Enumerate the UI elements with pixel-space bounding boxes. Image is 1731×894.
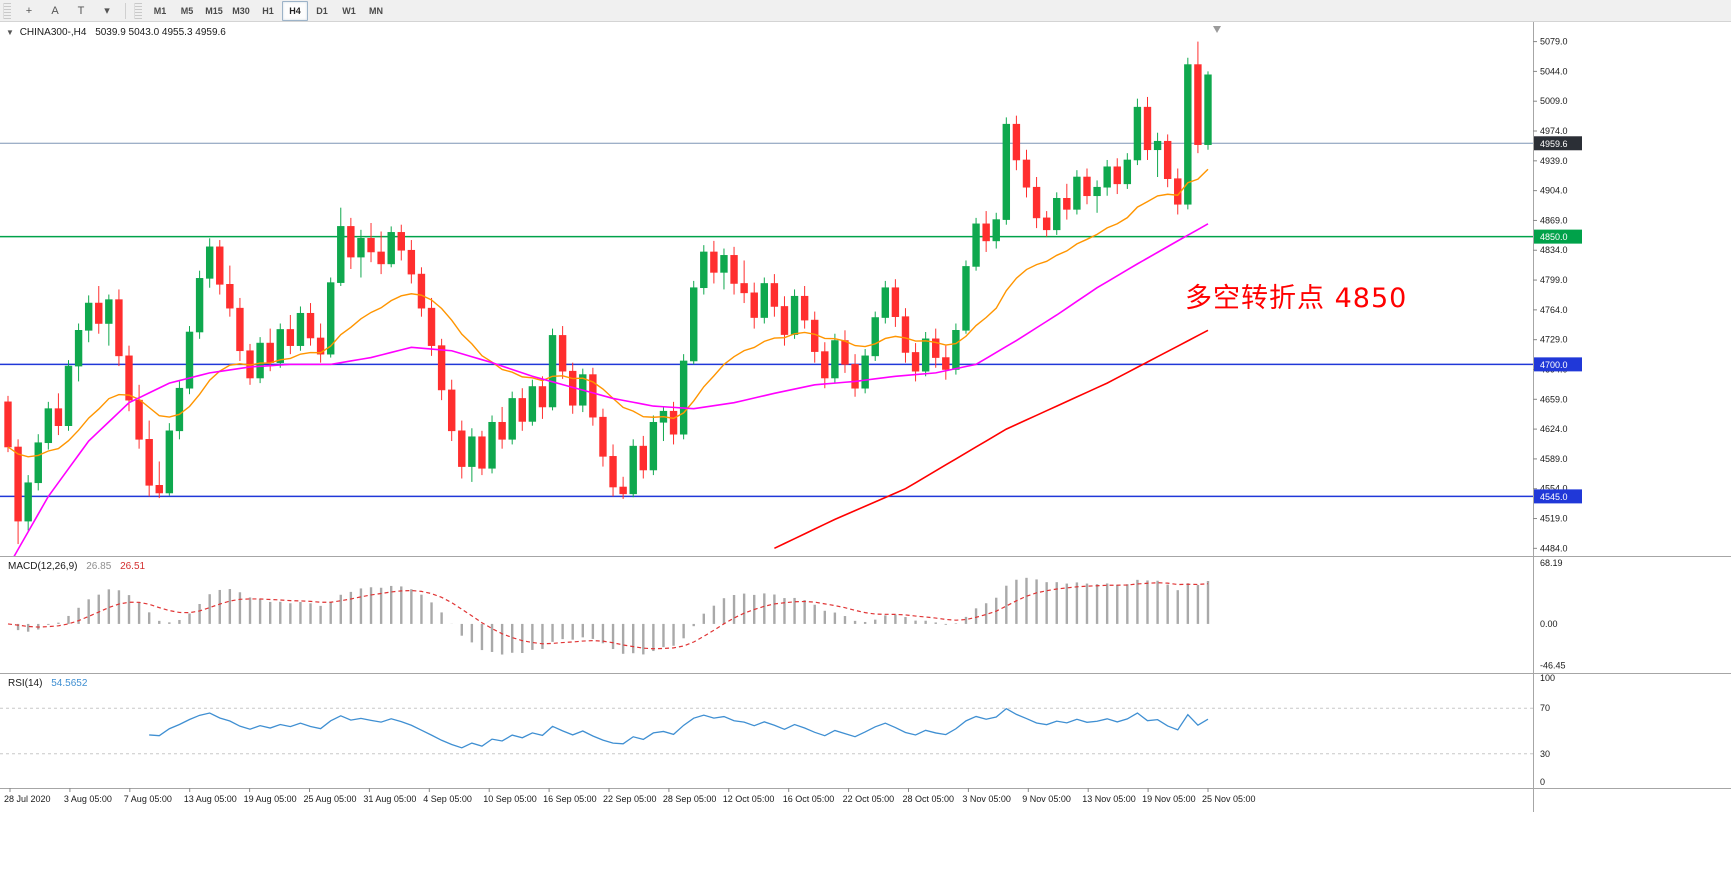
rsi-line (149, 707, 1209, 749)
time-axis-label: 28 Sep 05:00 (663, 794, 717, 804)
rsi-axis-label: 100 (1540, 673, 1555, 683)
price-axis-label: 4659.0 (1540, 394, 1568, 404)
current-price-badge-text: 4959.6 (1540, 139, 1568, 149)
price-axis-label: 4484.0 (1540, 543, 1568, 553)
time-axis-label: 10 Sep 05:00 (483, 794, 537, 804)
price-axis-label: 4554.0 (1540, 484, 1568, 494)
price-axis-label: 4729.0 (1540, 335, 1568, 345)
timeframe-button-m5[interactable]: M5 (180, 5, 194, 16)
price-axis-label: 4624.0 (1540, 424, 1568, 434)
time-axis-label: 13 Aug 05:00 (184, 794, 237, 804)
timeframe-button-mn[interactable]: MN (369, 5, 383, 16)
time-axis-label: 25 Nov 05:00 (1202, 794, 1256, 804)
candlesticks (4, 41, 1212, 545)
text-annotation-tool[interactable]: A (51, 4, 59, 17)
price-axis[interactable]: 5079.0 5044.0 5009.0 4974.0 4939.0 4904.0 4869… (1533, 37, 1582, 787)
price-axis-label: 4834.0 (1540, 245, 1568, 255)
time-axis-label: 13 Nov 05:00 (1082, 794, 1136, 804)
macd-axis-label: 0.00 (1540, 619, 1558, 629)
ma-mid-magenta (13, 223, 1209, 556)
price-axis-label: 4589.0 (1540, 454, 1568, 464)
time-axis-label: 7 Aug 05:00 (124, 794, 172, 804)
time-axis-label: 3 Nov 05:00 (962, 794, 1011, 804)
main-price-pane (0, 41, 1533, 556)
toolbar-grip-2[interactable] (134, 2, 142, 19)
macd-axis-label: -46.45 (1540, 660, 1566, 670)
toolbar: + A T ▾ M1 M5 M15 M30 H1 H4 D1 W1 MN (0, 0, 1731, 22)
time-axis-label: 3 Aug 05:00 (64, 794, 112, 804)
price-axis-label: 5044.0 (1540, 66, 1568, 76)
price-axis-label: 5009.0 (1540, 96, 1568, 106)
time-axis-label: 28 Jul 2020 (4, 794, 51, 804)
timeframe-button-m1[interactable]: M1 (153, 5, 167, 16)
toolbar-grip[interactable] (3, 2, 11, 19)
price-axis-label: 4904.0 (1540, 186, 1568, 196)
text-label-tool[interactable]: T (77, 4, 85, 17)
hline-badge-4700.0 (1534, 357, 1582, 372)
timeframe-button-d1[interactable]: D1 (316, 5, 328, 16)
price-axis-label: 4519.0 (1540, 514, 1568, 524)
timeframe-group: M1 M5 M15 M30 H1 H4 D1 W1 MN (147, 0, 389, 21)
chart-shift-marker-icon[interactable] (1213, 26, 1221, 33)
price-axis-label: 4764.0 (1540, 305, 1568, 315)
drawing-tools-group: + A T ▾ (16, 1, 120, 21)
time-axis-label: 22 Oct 05:00 (843, 794, 895, 804)
macd-pane (7, 577, 1210, 655)
chart-canvas[interactable]: 5079.0 5044.0 5009.0 4974.0 4939.0 4904.0 4869… (0, 22, 1731, 894)
hline-badge-4545.0 (1534, 489, 1582, 504)
time-axis-label: 28 Oct 05:00 (903, 794, 955, 804)
time-axis-label: 16 Sep 05:00 (543, 794, 597, 804)
time-axis-label: 25 Aug 05:00 (304, 794, 357, 804)
timeframe-button-h4[interactable]: H4 (282, 0, 308, 21)
rsi-axis-label: 30 (1540, 749, 1550, 759)
time-axis-label: 4 Sep 05:00 (423, 794, 472, 804)
rsi-pane (0, 707, 1533, 755)
time-axis-label: 19 Aug 05:00 (244, 794, 297, 804)
time-axis-label: 22 Sep 05:00 (603, 794, 657, 804)
price-axis-label: 4869.0 (1540, 215, 1568, 225)
time-axis-label: 19 Nov 05:00 (1142, 794, 1196, 804)
hline-badge-4850.0-text: 4850.0 (1540, 232, 1568, 242)
hline-badge-4850.0 (1534, 229, 1582, 244)
shapes-dropdown[interactable]: ▾ (104, 5, 110, 17)
timeframe-button-h1[interactable]: H1 (262, 5, 274, 16)
rsi-axis-label: 70 (1540, 703, 1550, 713)
hline-badge-4545.0-text: 4545.0 (1540, 492, 1568, 502)
price-axis-label: 4939.0 (1540, 156, 1568, 166)
timeframe-button-m15[interactable]: M15 (205, 5, 223, 16)
crosshair-tool[interactable]: + (25, 4, 33, 17)
macd-signal-line (7, 582, 1209, 650)
time-axis-label: 31 Aug 05:00 (363, 794, 416, 804)
toolbar-separator (125, 2, 126, 19)
macd-axis-label: 68.19 (1540, 558, 1563, 568)
price-axis-label: 4974.0 (1540, 126, 1568, 136)
rsi-axis-label: 0 (1540, 777, 1545, 787)
time-axis[interactable]: 28 Jul 2020 3 Aug 05:00 7 Aug 05:00 13 Aug … (4, 788, 1256, 804)
timeframe-button-m30[interactable]: M30 (232, 5, 250, 16)
time-axis-label: 9 Nov 05:00 (1022, 794, 1071, 804)
price-axis-label: 4799.0 (1540, 275, 1568, 285)
price-axis-label: 5079.0 (1540, 37, 1568, 47)
ma-fast-orange (7, 168, 1209, 458)
hline-badge-4700.0-text: 4700.0 (1540, 360, 1568, 370)
time-axis-label: 16 Oct 05:00 (783, 794, 835, 804)
ma-slow-red (774, 329, 1209, 550)
timeframe-button-w1[interactable]: W1 (342, 5, 356, 16)
time-axis-label: 12 Oct 05:00 (723, 794, 775, 804)
current-price-badge (1534, 136, 1582, 151)
